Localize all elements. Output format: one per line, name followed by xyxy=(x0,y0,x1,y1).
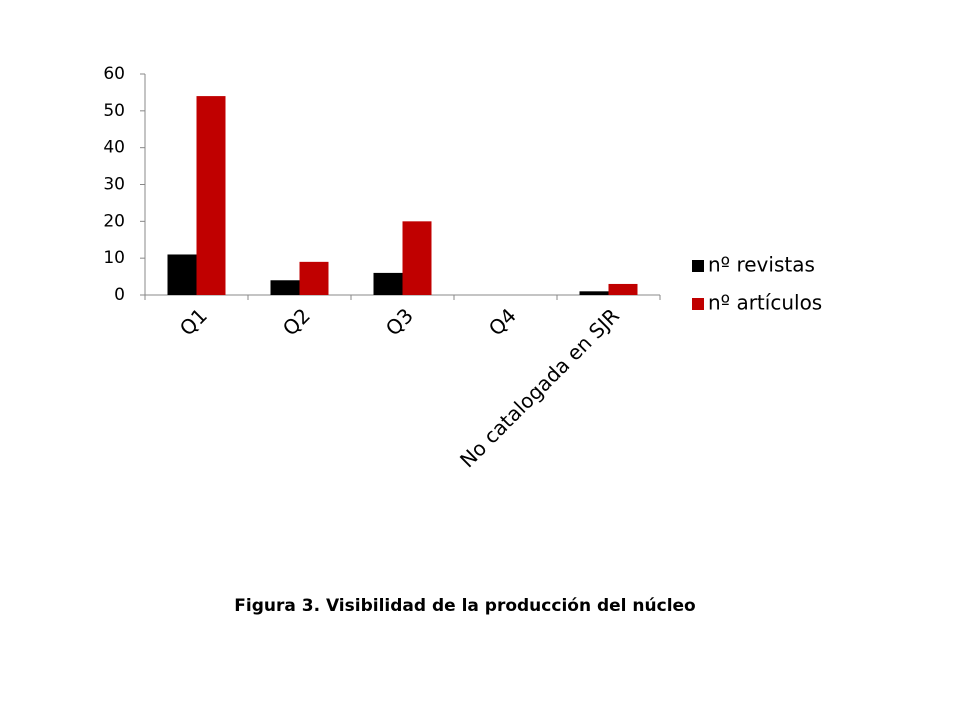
y-tick-label: 10 xyxy=(103,248,125,268)
bar xyxy=(299,261,329,295)
bar xyxy=(373,272,403,295)
chart-caption: Figura 3. Visibilidad de la producción d… xyxy=(234,596,695,616)
bar xyxy=(196,96,226,295)
x-tick-label: Q4 xyxy=(484,303,521,340)
legend-swatch xyxy=(692,260,704,272)
legend-swatch xyxy=(692,298,704,310)
bar xyxy=(402,221,432,295)
x-tick-label: No catalogada en SJR xyxy=(455,303,624,472)
x-tick-label: Q3 xyxy=(381,303,418,340)
y-tick-label: 40 xyxy=(103,138,125,158)
y-tick-label: 30 xyxy=(103,175,125,195)
y-tick-label: 0 xyxy=(114,285,125,305)
x-tick-label: Q2 xyxy=(278,303,315,340)
legend-label: nº revistas xyxy=(708,253,815,277)
bar xyxy=(579,291,609,295)
y-tick-label: 20 xyxy=(103,211,125,231)
x-tick-label: Q1 xyxy=(175,303,212,340)
y-tick-label: 50 xyxy=(103,101,125,121)
bar xyxy=(167,254,197,295)
y-tick-label: 60 xyxy=(103,64,125,84)
legend-label: nº artículos xyxy=(708,291,822,315)
bar xyxy=(270,280,300,295)
bar xyxy=(608,283,638,295)
